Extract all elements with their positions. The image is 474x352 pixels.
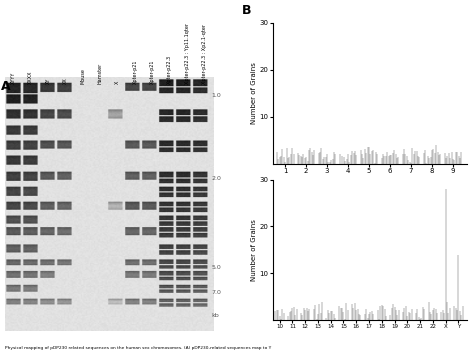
Text: 1.0: 1.0: [211, 93, 221, 98]
Text: 7.0: 7.0: [211, 290, 221, 295]
Text: Mouse: Mouse: [81, 69, 85, 84]
Text: Physical mapping of pDP230 related sequences on the human sex chromosomes. (A) p: Physical mapping of pDP230 related seque…: [5, 346, 271, 350]
Text: XXXX: XXXX: [28, 71, 33, 84]
Text: Xpter-p21: Xpter-p21: [133, 60, 137, 84]
Text: XY: XY: [46, 78, 51, 84]
Text: XX: XX: [63, 78, 68, 84]
Text: Xpter-p22.3 : Xp2.1-qter: Xpter-p22.3 : Xp2.1-qter: [202, 25, 207, 84]
Text: B: B: [241, 4, 251, 17]
Text: 5.0: 5.0: [211, 265, 221, 270]
Text: X: X: [115, 81, 120, 84]
Text: Hamster: Hamster: [98, 63, 103, 84]
Text: XYYY: XYYY: [11, 72, 16, 84]
Y-axis label: Number of Grains: Number of Grains: [251, 219, 256, 281]
Text: 2.0: 2.0: [211, 176, 221, 181]
Text: A: A: [0, 80, 10, 93]
Text: Xpter-p22.3: Xpter-p22.3: [167, 55, 173, 84]
Text: Xpter-p21: Xpter-p21: [150, 60, 155, 84]
Text: Xpter-p22.3 : Yp11.1qter: Xpter-p22.3 : Yp11.1qter: [185, 24, 190, 84]
Text: kb: kb: [211, 313, 219, 318]
Y-axis label: Number of Grains: Number of Grains: [251, 62, 256, 124]
